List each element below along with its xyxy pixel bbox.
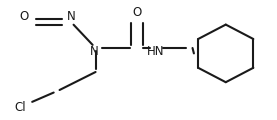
Text: O: O [20, 10, 29, 23]
Text: N: N [90, 45, 99, 58]
Text: O: O [132, 6, 142, 19]
Text: HN: HN [147, 45, 165, 58]
Text: Cl: Cl [14, 101, 26, 114]
Text: N: N [67, 10, 76, 23]
